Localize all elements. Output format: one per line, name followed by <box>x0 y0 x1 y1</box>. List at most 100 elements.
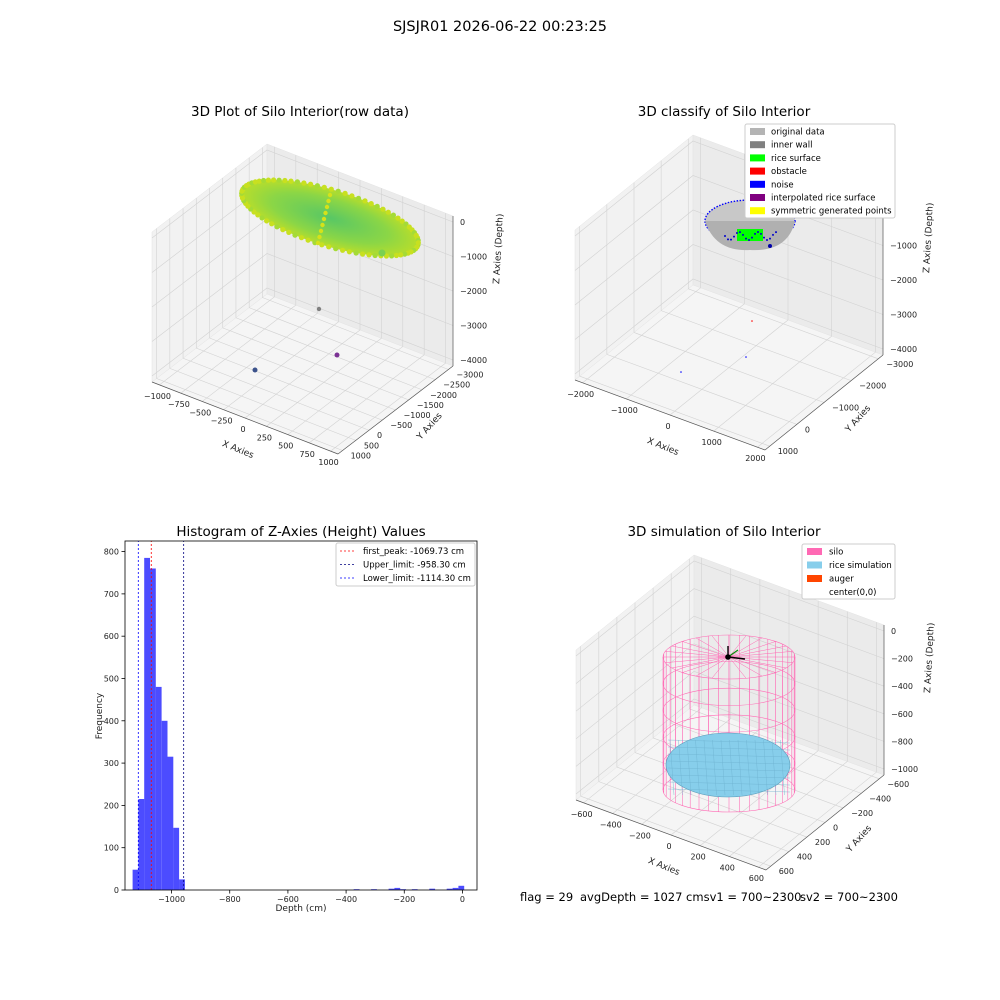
simulation-legend-box <box>801 543 896 600</box>
simulation-legend: silo rice simulation auger center(0,0) <box>801 543 896 600</box>
histogram-ytick-label: 100 <box>104 844 119 853</box>
classified-noise-point <box>736 231 738 234</box>
raw-data-point <box>324 204 330 210</box>
p2-xtick-label: 1000 <box>702 438 722 447</box>
p2-xtick-label: 0 <box>665 422 670 431</box>
rice-mesh-line <box>703 739 709 796</box>
p1-xtick-label: 0 <box>240 425 245 434</box>
raw-data-point <box>321 184 327 190</box>
p1-ztick-label: −1000 <box>460 253 487 262</box>
p1-ygrid <box>209 337 396 411</box>
p2-zgrid <box>574 244 884 340</box>
legend-swatch <box>750 141 765 149</box>
silo-roof-line <box>665 656 730 663</box>
p4-ygrid <box>598 781 789 852</box>
legend-label: Upper_limit: -958.30 cm <box>363 561 466 571</box>
raw-data-point <box>390 212 396 218</box>
raw-data-point <box>340 247 346 253</box>
classified-noise-point <box>768 244 772 248</box>
rice-mesh-line <box>667 746 791 751</box>
raw-data-point <box>415 240 421 246</box>
silo-roof-line <box>728 656 776 673</box>
footer-flag: flag = 29 <box>520 890 573 904</box>
p1-ytick-label: −1000 <box>404 411 431 420</box>
histogram-bar <box>446 888 453 890</box>
raw-data-point <box>308 181 314 187</box>
raw-data-point <box>269 221 275 227</box>
raw-data-point <box>403 221 409 227</box>
histogram-bar <box>173 827 180 890</box>
p4-ztick-label: −600 <box>891 710 913 719</box>
classified-noise-point <box>727 238 729 241</box>
p2-y-axis-line <box>764 354 884 451</box>
raw-data-point <box>327 192 333 198</box>
raw-data-point <box>393 252 399 259</box>
p4-yaxis-label: Y Axies <box>844 823 874 855</box>
histogram-bar <box>371 889 377 890</box>
p4-ytick-label: −600 <box>887 780 909 789</box>
silo-roof-line <box>671 645 730 658</box>
raw-data-title: 3D Plot of Silo Interior(row data) <box>191 104 409 120</box>
histogram-xtick-label: −1000 <box>158 895 185 904</box>
raw-data-point <box>318 228 324 234</box>
rice-mesh-line <box>669 739 675 796</box>
raw-data-point <box>298 235 305 241</box>
p1-zaxis-label: Z Axies (Depth) <box>492 213 506 284</box>
histogram-bar <box>150 568 156 890</box>
rice-mesh-line <box>667 753 791 758</box>
classified-noise-point <box>745 237 747 240</box>
silo-roof-line <box>711 635 730 658</box>
rice-mesh-line <box>686 739 692 796</box>
p4-xtick-label: 400 <box>720 863 735 872</box>
raw-data-point <box>346 249 352 255</box>
histogram-ytick-label: 300 <box>104 759 119 768</box>
classified-noise-point <box>742 233 744 236</box>
rice-mesh-line <box>746 739 751 796</box>
p1-ygrid <box>235 317 423 391</box>
p1-x-axis-line <box>151 381 339 455</box>
p4-x-axis-line <box>575 799 767 871</box>
p4-y-axis-line <box>765 774 885 871</box>
raw-data-point <box>314 183 320 189</box>
raw-data-point <box>264 218 270 224</box>
legend-swatch <box>750 167 765 175</box>
raw-data-point <box>360 251 366 257</box>
classified-noise-point <box>757 231 759 234</box>
classified-noise-point <box>680 371 682 373</box>
raw-data-point <box>389 253 395 259</box>
footer-avg-depth: avgDepth = 1027 cmsv1 = 700~2300 <box>580 890 802 904</box>
rice-simulation-surface <box>665 732 791 798</box>
raw-data-point <box>349 193 355 199</box>
histogram-bar <box>400 889 406 890</box>
p4-xtick-label: −400 <box>600 821 622 830</box>
classified-noise-point <box>730 238 732 241</box>
legend-label: inner wall <box>771 141 812 151</box>
histogram-ytick-label: 500 <box>104 674 119 683</box>
histogram-ytick-label: 400 <box>104 717 119 726</box>
classified-noise-point <box>724 235 726 237</box>
histogram-bar <box>353 889 360 890</box>
raw-data-point <box>261 177 267 184</box>
raw-data-point <box>383 253 389 259</box>
p4-xtick-label: 600 <box>749 874 764 883</box>
raw-data-point <box>271 177 277 183</box>
histogram-xtick-label: −800 <box>219 895 241 904</box>
footer-stats: flag = 29 avgDepth = 1027 cmsv1 = 700~23… <box>520 890 898 904</box>
raw-data-point <box>286 229 292 235</box>
p2-xtick-label: −1000 <box>611 406 638 415</box>
raw-data-point <box>326 198 331 204</box>
p1-zgrid <box>151 253 454 342</box>
classified-noise-point <box>775 231 777 234</box>
raw-data-point <box>335 188 341 194</box>
p4-ytick-label: 600 <box>779 867 794 876</box>
p4-ztick-label: −400 <box>891 682 913 691</box>
p2-ytick-label: −1000 <box>832 404 859 413</box>
histogram-frame <box>124 540 478 891</box>
histogram-xtick-label: 0 <box>460 895 465 904</box>
silo-roof-line <box>728 641 776 658</box>
raw-data-outlier <box>252 367 258 373</box>
legend-label: symmetric generated points <box>771 207 892 217</box>
p4-zgrid <box>575 671 885 767</box>
rice-mesh-line <box>667 767 791 772</box>
p1-ytick-label: −1500 <box>417 401 444 410</box>
